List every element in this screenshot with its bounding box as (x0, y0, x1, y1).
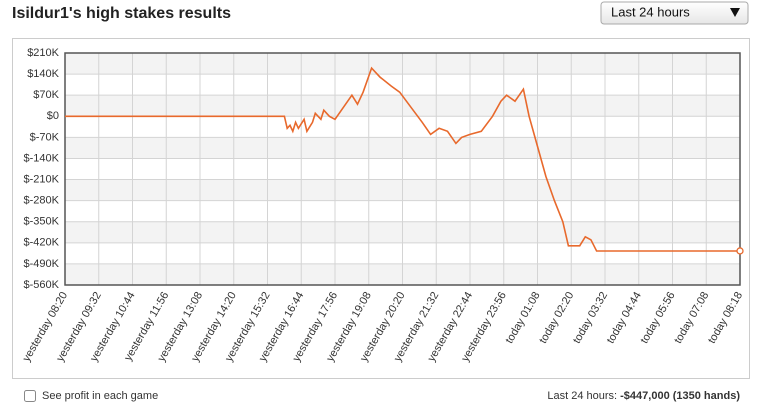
summary: Last 24 hours: -$447,000 (1350 hands) (547, 390, 740, 402)
y-tick-label: $0 (47, 110, 59, 122)
y-tick-label: $-490K (24, 258, 60, 270)
y-tick-label: $-350K (24, 216, 60, 228)
end-marker (736, 247, 744, 255)
summary-label: Last 24 hours: (547, 390, 617, 402)
dropdown-arrow[interactable] (730, 8, 740, 17)
page-title: Isildur1's high stakes results (12, 5, 231, 22)
dropdown-label[interactable]: Last 24 hours (611, 4, 690, 19)
profit-line (65, 66, 740, 252)
period-dropdown[interactable]: Last 24 hours (600, 1, 749, 25)
y-tick-label: $70K (33, 89, 59, 101)
dropdown-box[interactable] (600, 1, 749, 25)
y-tick-label: $210K (27, 47, 59, 59)
y-tick-label: $-280K (24, 195, 60, 207)
y-tick-label: $-70K (30, 131, 60, 143)
y-tick-label: $-560K (24, 279, 60, 291)
y-tick-label: $140K (27, 68, 59, 80)
summary-value: -$447,000 (1350 hands) (620, 390, 740, 402)
y-tick-label: $-210K (24, 173, 60, 185)
y-tick-label: $-140K (24, 152, 60, 164)
checkbox[interactable] (24, 390, 36, 402)
checkbox-label[interactable]: See profit in each game (42, 390, 158, 402)
y-tick-label: $-420K (24, 237, 60, 249)
plot-border (64, 52, 741, 286)
